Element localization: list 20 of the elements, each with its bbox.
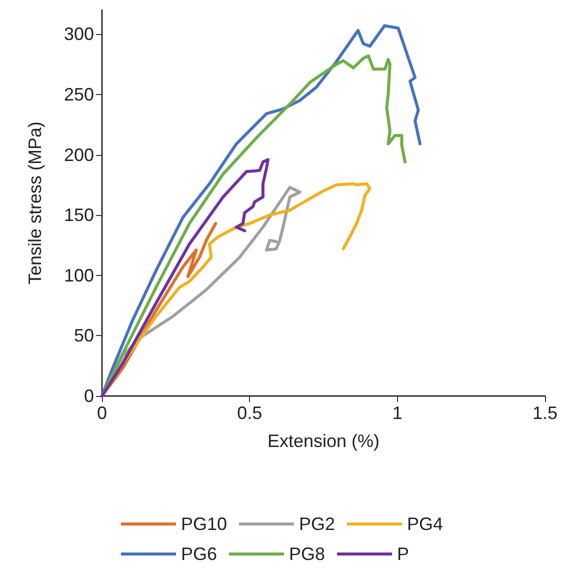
y-tick-label: 100: [64, 265, 94, 286]
y-tick-label: 150: [64, 205, 94, 226]
line-series: [100, 158, 270, 398]
x-axis-title: Extension (%): [267, 431, 380, 451]
legend-label: PG10: [180, 514, 227, 534]
y-tick-label: 200: [64, 144, 94, 165]
y-tick-label: 250: [64, 84, 94, 104]
legend-label: P: [397, 544, 410, 564]
legend-label: PG6: [180, 544, 217, 564]
y-tick-label: 300: [64, 24, 94, 44]
x-tick-label: 1: [392, 403, 402, 423]
x-tick-label: 0.5: [237, 403, 262, 423]
x-tick-label: 1.5: [532, 403, 558, 423]
legend-label: PG8: [288, 544, 326, 564]
y-axis-title: Tensile stress (MPa): [25, 121, 45, 285]
y-tick-label: 0: [84, 386, 94, 406]
y-tick-label: 50: [74, 326, 94, 346]
legend-label: PG2: [298, 514, 336, 534]
legend-label: PG4: [407, 514, 444, 534]
x-tick-label: 0: [96, 403, 108, 423]
